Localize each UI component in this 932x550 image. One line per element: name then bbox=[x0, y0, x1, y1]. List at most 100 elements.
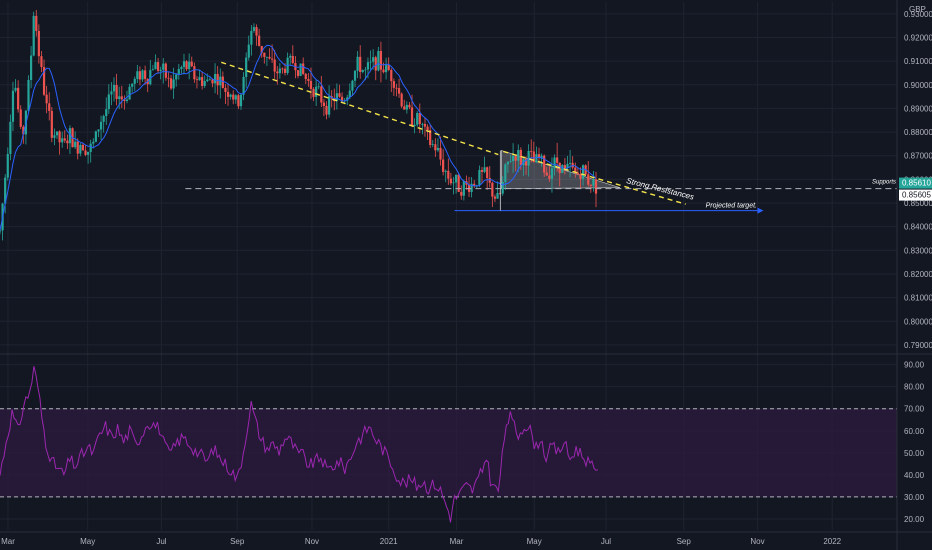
candle-body bbox=[408, 104, 411, 108]
candle-body bbox=[395, 87, 398, 89]
rsi-tick-label: 40.00 bbox=[904, 471, 925, 480]
price-tick-label: 0.91000 bbox=[904, 57, 932, 66]
candle-body bbox=[48, 103, 51, 111]
candle-body bbox=[61, 138, 64, 143]
candle-body bbox=[447, 170, 450, 179]
candle-body bbox=[527, 150, 530, 166]
candle-body bbox=[442, 159, 445, 172]
price-tick-label: 0.89000 bbox=[904, 104, 932, 113]
candle-body bbox=[270, 58, 274, 60]
candle-body bbox=[255, 27, 258, 36]
candle-body bbox=[273, 59, 276, 72]
candle-body bbox=[413, 124, 416, 127]
candle-body bbox=[574, 167, 577, 173]
time-tick-label: Nov bbox=[305, 537, 319, 546]
candle-body bbox=[403, 106, 406, 110]
candle-body bbox=[418, 113, 421, 125]
candle-body bbox=[519, 149, 522, 165]
resistance-trendline[interactable] bbox=[503, 150, 686, 205]
candle-body bbox=[149, 70, 152, 85]
candle-body bbox=[221, 76, 224, 88]
candle-body bbox=[50, 110, 53, 138]
price-tick-label: 0.92000 bbox=[904, 33, 932, 42]
rsi-indicator[interactable] bbox=[0, 366, 599, 523]
candle-body bbox=[561, 165, 564, 173]
candle-body bbox=[141, 70, 144, 80]
candle-body bbox=[478, 170, 481, 186]
candle-body bbox=[556, 157, 559, 163]
candle-body bbox=[382, 69, 385, 73]
candle-body bbox=[206, 79, 209, 82]
time-tick-label: 2021 bbox=[380, 537, 398, 546]
candle-body bbox=[245, 57, 248, 77]
projected-target-arrow-icon bbox=[757, 207, 764, 214]
candle-body bbox=[195, 79, 199, 81]
candle-body bbox=[167, 77, 170, 79]
candle-body bbox=[579, 173, 582, 179]
candle-body bbox=[35, 15, 38, 31]
candle-body bbox=[29, 55, 33, 80]
candle-body bbox=[118, 96, 121, 100]
candle-body bbox=[219, 76, 222, 86]
candle-body bbox=[198, 77, 201, 81]
projected-target-label: Projected target. bbox=[706, 203, 757, 210]
price-axis[interactable]: 0.93000 0.92000 0.91000 0.90000 0.89000 0.880… bbox=[904, 10, 932, 350]
candle-body bbox=[566, 163, 569, 169]
candle-body bbox=[172, 79, 175, 89]
candle-body bbox=[159, 69, 162, 71]
candle-body bbox=[0, 230, 2, 232]
candle-body bbox=[506, 161, 510, 165]
candle-body bbox=[92, 141, 95, 144]
candle-body bbox=[110, 91, 113, 95]
candle-body bbox=[136, 71, 139, 79]
candle-body bbox=[325, 105, 328, 115]
candle-body bbox=[203, 81, 206, 86]
descending-trendline[interactable] bbox=[221, 61, 499, 156]
candle-body bbox=[548, 175, 551, 179]
candle-body bbox=[361, 70, 364, 73]
time-tick-label: May bbox=[527, 537, 542, 546]
candle-body bbox=[19, 109, 22, 127]
candle-body bbox=[291, 55, 294, 64]
candle-body bbox=[431, 144, 434, 146]
candle-body bbox=[429, 130, 432, 145]
candle-body bbox=[169, 78, 173, 89]
moving-average-line[interactable] bbox=[0, 44, 597, 231]
current-price-value: 0.85610 bbox=[902, 179, 931, 188]
candle-body bbox=[576, 172, 579, 174]
candle-body bbox=[102, 116, 105, 122]
candle-body bbox=[514, 156, 517, 161]
candle-body bbox=[213, 74, 217, 84]
candle-body bbox=[312, 88, 315, 97]
candle-body bbox=[252, 27, 256, 31]
price-tick-label: 0.82000 bbox=[904, 270, 932, 279]
candle-body bbox=[392, 81, 395, 88]
price-tick-label: 0.84000 bbox=[904, 223, 932, 232]
candle-body bbox=[154, 62, 157, 70]
candle-body bbox=[97, 129, 100, 132]
candle-body bbox=[581, 165, 585, 179]
candle-body bbox=[188, 61, 191, 70]
candlesticks[interactable] bbox=[0, 9, 598, 241]
candle-body bbox=[460, 191, 463, 196]
candle-body bbox=[537, 154, 541, 159]
candle-body bbox=[473, 183, 476, 186]
candle-body bbox=[27, 79, 30, 111]
candle-body bbox=[589, 184, 592, 186]
candle-body bbox=[304, 73, 307, 79]
candle-body bbox=[317, 86, 320, 88]
candle-body bbox=[226, 91, 230, 97]
candle-body bbox=[364, 69, 367, 71]
candle-body bbox=[315, 86, 318, 97]
time-axis[interactable]: Mar May Jul Sep Nov 2021 Mar May Jul Sep Nov 2022 bbox=[1, 537, 842, 546]
candle-body bbox=[164, 63, 167, 78]
price-tick-label: 0.87000 bbox=[904, 152, 932, 161]
rsi-line[interactable] bbox=[0, 366, 599, 523]
candle-body bbox=[550, 168, 554, 179]
candle-body bbox=[545, 172, 548, 176]
candle-body bbox=[511, 156, 515, 162]
rsi-axis[interactable]: 90.00 80.00 70.00 60.00 50.00 40.00 30.00 20.00 bbox=[904, 361, 925, 524]
candle-body bbox=[283, 68, 287, 73]
